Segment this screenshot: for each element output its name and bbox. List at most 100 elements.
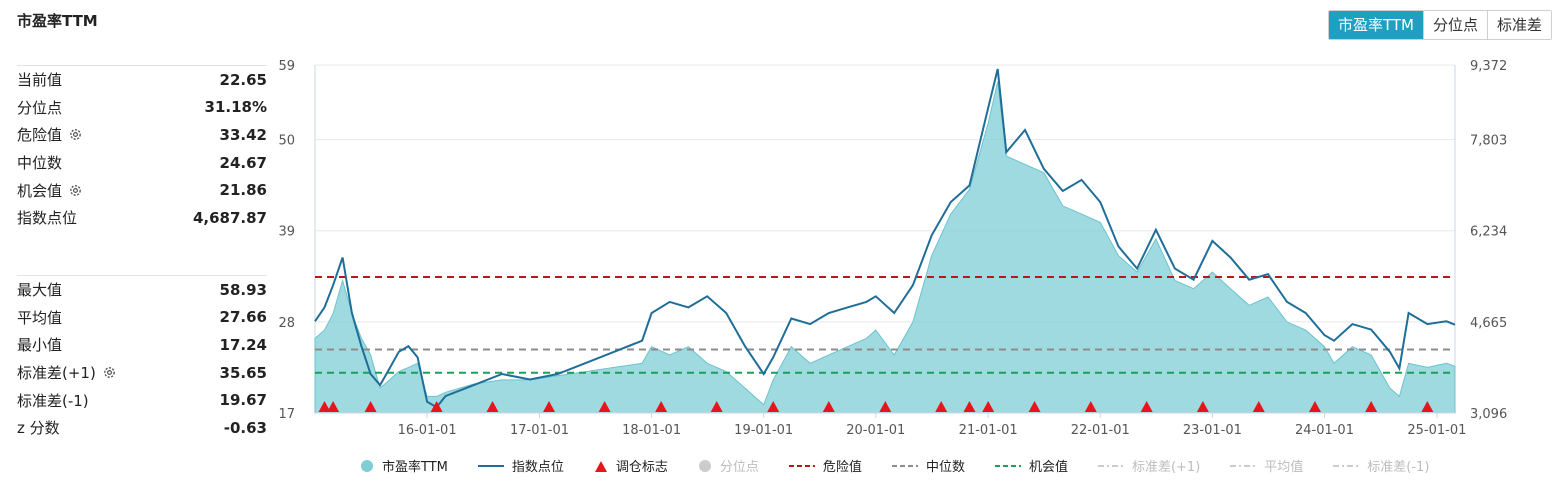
stat-row-max: 最大值 58.93 bbox=[17, 276, 267, 304]
stat-value: 35.65 bbox=[219, 363, 267, 382]
stat-value: 17.24 bbox=[219, 335, 267, 354]
stat-value: 27.66 bbox=[219, 308, 267, 327]
rebalance-marker bbox=[1421, 401, 1434, 412]
stat-row-index-level: 指数点位 4,687.87 bbox=[17, 204, 267, 232]
stat-row-current-value: 当前值 22.65 bbox=[17, 66, 267, 94]
legend-label: 平均值 bbox=[1264, 460, 1304, 475]
x-tick-label: 22-01-01 bbox=[1071, 423, 1130, 438]
rebalance-marker bbox=[327, 401, 340, 412]
legend-symbol bbox=[1333, 464, 1360, 467]
y-left-tick-label: 28 bbox=[278, 316, 295, 331]
legend-symbol bbox=[1230, 464, 1257, 467]
stat-value: 24.67 bbox=[219, 153, 267, 172]
y-left-tick-label: 59 bbox=[278, 59, 295, 74]
legend-item[interactable]: 机会值 bbox=[994, 456, 1068, 475]
legend-label: 标准差(-1) bbox=[1367, 460, 1430, 475]
rebalance-marker bbox=[982, 401, 995, 412]
stat-label: 平均值 bbox=[17, 308, 63, 327]
stat-label: 分位点 bbox=[17, 98, 63, 117]
legend-label: 市盈率TTM bbox=[382, 460, 448, 475]
gear-icon[interactable] bbox=[68, 183, 83, 198]
gear-icon[interactable] bbox=[68, 127, 83, 142]
x-tick-label: 16-01-01 bbox=[398, 423, 457, 438]
legend-label: 标准差(+1) bbox=[1131, 460, 1201, 475]
pe-ttm-area bbox=[314, 81, 1456, 414]
stat-label: 标准差(-1) bbox=[17, 391, 89, 410]
x-tick-label: 21-01-01 bbox=[959, 423, 1018, 438]
rebalance-marker bbox=[1084, 401, 1097, 412]
x-tick-label: 25-01-01 bbox=[1407, 423, 1466, 438]
stat-label: 标准差(+1) bbox=[17, 364, 96, 383]
stat-row-percentile: 分位点 31.18% bbox=[17, 94, 267, 122]
stat-value: 4,687.87 bbox=[192, 208, 267, 227]
legend-item[interactable]: 标准差(-1) bbox=[1333, 456, 1429, 475]
rebalance-marker bbox=[364, 401, 377, 412]
rebalance-marker bbox=[318, 401, 331, 412]
legend-label: 危险值 bbox=[822, 460, 862, 475]
y-left-tick-label: 50 bbox=[278, 134, 295, 149]
stats-panel-history: 最大值 58.93 平均值 27.66 最小值 17.24 标准差(+1) 35… bbox=[17, 275, 267, 442]
legend-item[interactable]: 指数点位 bbox=[477, 456, 564, 475]
legend-symbol bbox=[594, 460, 607, 472]
legend-label: 机会值 bbox=[1028, 460, 1068, 475]
rebalance-marker bbox=[1196, 401, 1209, 412]
x-tick-label: 18-01-01 bbox=[622, 423, 681, 438]
legend-symbol bbox=[994, 464, 1021, 467]
y-right-tick-label: 4,665 bbox=[1470, 316, 1507, 331]
rebalance-marker bbox=[1140, 401, 1153, 412]
legend-item[interactable]: 中位数 bbox=[891, 456, 965, 475]
legend-symbol bbox=[788, 464, 815, 467]
legend-label: 中位数 bbox=[925, 460, 965, 475]
x-tick-label: 20-01-01 bbox=[846, 423, 905, 438]
legend-label: 指数点位 bbox=[511, 460, 564, 475]
legend-item[interactable]: 调仓标志 bbox=[594, 456, 668, 475]
chart-legend: 市盈率TTM 指数点位 调仓标志 分位点 危险值 中位数 机会值 标准差(+1) 平均值 标准差(… bbox=[360, 456, 1459, 475]
stat-value: 31.18% bbox=[204, 98, 267, 117]
legend-item[interactable]: 危险值 bbox=[788, 456, 862, 475]
tab-std-dev[interactable]: 标准差 bbox=[1486, 11, 1551, 39]
rebalance-marker bbox=[1365, 401, 1378, 412]
rebalance-marker bbox=[935, 401, 948, 412]
legend-symbol bbox=[1097, 464, 1124, 467]
legend-item[interactable]: 分位点 bbox=[698, 456, 759, 475]
rebalance-marker bbox=[598, 401, 611, 412]
stat-label: 最大值 bbox=[17, 281, 63, 300]
stat-value: 21.86 bbox=[219, 181, 267, 200]
stat-row-std-plus: 标准差(+1) 35.65 bbox=[17, 359, 267, 387]
stat-label: 中位数 bbox=[17, 154, 63, 173]
legend-label: 调仓标志 bbox=[615, 460, 668, 475]
rebalance-marker bbox=[879, 401, 892, 412]
legend-symbol bbox=[361, 459, 373, 472]
stat-row-opportunity: 机会值 21.86 bbox=[17, 176, 267, 204]
stat-label: 机会值 bbox=[17, 181, 63, 200]
gear-icon[interactable] bbox=[102, 365, 117, 380]
y-right-tick-label: 9,372 bbox=[1470, 59, 1507, 74]
rebalance-marker bbox=[710, 401, 723, 412]
rebalance-marker bbox=[1028, 401, 1041, 412]
stat-row-min: 最小值 17.24 bbox=[17, 331, 267, 359]
stat-label: 指数点位 bbox=[17, 209, 78, 228]
stat-row-mean: 平均值 27.66 bbox=[17, 304, 267, 332]
stat-row-danger: 危险值 33.42 bbox=[17, 121, 267, 149]
rebalance-marker bbox=[655, 401, 668, 412]
legend-item[interactable]: 市盈率TTM bbox=[360, 456, 448, 475]
pe-chart[interactable]: 17 3,096 28 4,665 39 6,234 50 7,803 59 9,372 16-01… bbox=[270, 50, 1510, 450]
legend-item[interactable]: 平均值 bbox=[1230, 456, 1303, 475]
stat-label: z 分数 bbox=[17, 419, 60, 438]
legend-symbol bbox=[891, 464, 918, 467]
stat-row-std-minus: 标准差(-1) 19.67 bbox=[17, 386, 267, 414]
tab-pe-ttm[interactable]: 市盈率TTM bbox=[1328, 11, 1423, 39]
rebalance-marker bbox=[1252, 401, 1265, 412]
x-tick-label: 17-01-01 bbox=[510, 423, 569, 438]
stat-label: 危险值 bbox=[17, 126, 63, 145]
y-left-tick-label: 39 bbox=[278, 225, 295, 240]
metric-toggle: 市盈率TTM 分位点 标准差 bbox=[1327, 10, 1552, 40]
x-tick-label: 24-01-01 bbox=[1295, 423, 1354, 438]
chart-title: 市盈率TTM bbox=[17, 12, 98, 30]
tab-percentile[interactable]: 分位点 bbox=[1422, 11, 1487, 39]
rebalance-marker bbox=[430, 401, 443, 412]
rebalance-marker bbox=[822, 401, 835, 412]
y-right-tick-label: 3,096 bbox=[1470, 407, 1507, 422]
legend-item[interactable]: 标准差(+1) bbox=[1097, 456, 1201, 475]
y-right-tick-label: 7,803 bbox=[1470, 134, 1507, 149]
